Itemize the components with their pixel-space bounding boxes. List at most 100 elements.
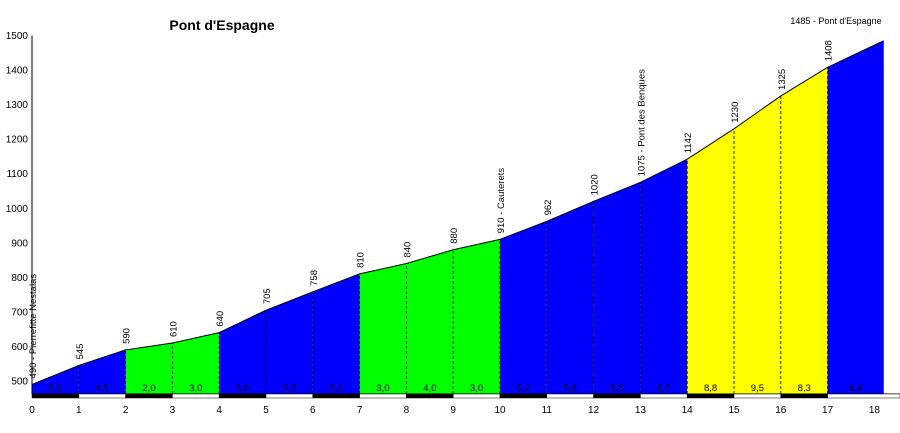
km-bar-block-17 [827, 393, 900, 399]
x-tick-0: 0 [29, 405, 35, 416]
segment-fill-16 [780, 67, 828, 394]
x-tick-11: 11 [542, 405, 553, 416]
km-bar-block-5 [265, 393, 314, 399]
km-bar-block-0 [31, 393, 80, 399]
x-tick-17: 17 [822, 405, 834, 416]
segment-fill-4 [219, 310, 266, 394]
x-tick-2: 2 [123, 405, 129, 416]
km-bar-block-1 [78, 393, 126, 399]
segment-fill-0 [32, 365, 79, 394]
km-bar-block-11 [546, 393, 594, 399]
kilometer-dividers [78, 67, 828, 394]
x-tick-6: 6 [310, 405, 316, 416]
segment-fill-3 [172, 332, 220, 394]
altitude-label-5: 705 [262, 288, 273, 304]
segment-fill-10 [500, 221, 547, 394]
km-bar-block-4 [218, 393, 267, 399]
y-tick-1500: 1500 [6, 31, 29, 42]
altitude-label-4: 640 [215, 311, 226, 327]
gradient-label-2: 2,0 [142, 383, 155, 394]
gradient-label-15: 9,5 [751, 383, 764, 394]
x-tick-12: 12 [588, 405, 600, 416]
segment-fill-14 [687, 128, 734, 394]
altitude-label-11: 962 [543, 200, 554, 216]
gradient-label-13: 6,7 [657, 383, 670, 394]
gradient-label-11: 5,8 [564, 383, 577, 394]
y-tick-1400: 1400 [6, 66, 29, 77]
altitude-label-13: 1075 - Pont des Benques [636, 69, 647, 176]
gradient-label-9: 3,0 [470, 383, 483, 394]
x-tick-4: 4 [216, 405, 222, 416]
segment-fill-13 [640, 159, 688, 394]
y-tick-800: 800 [11, 273, 28, 284]
gradient-label-14: 8,8 [704, 383, 717, 394]
x-tick-8: 8 [404, 405, 410, 416]
altitude-label-14: 1142 [683, 133, 694, 153]
km-bar-block-9 [452, 393, 501, 399]
gradient-label-17: 6,4 [849, 383, 862, 394]
gradient-label-7: 3,0 [376, 383, 389, 394]
chart-title: Pont d'Espagne [169, 17, 274, 33]
altitude-labels: 490 - Pierrefitte Nestalas 545 590 610 640 70… [28, 40, 835, 378]
y-tick-1300: 1300 [6, 100, 29, 111]
km-bar-block-15 [733, 393, 782, 399]
y-tick-900: 900 [11, 238, 28, 249]
x-tick-13: 13 [635, 405, 647, 416]
altitude-label-16: 1325 [777, 69, 788, 90]
km-bar-block-2 [125, 393, 173, 399]
x-tick-7: 7 [357, 405, 363, 416]
x-tick-10: 10 [494, 405, 506, 416]
km-bar-block-10 [499, 393, 548, 399]
altitude-label-8: 840 [402, 242, 413, 258]
gradient-label-10: 5,2 [517, 383, 530, 394]
segment-fill-12 [593, 182, 641, 394]
gradient-label-16: 8,3 [798, 383, 811, 394]
y-tick-labels: 500 600 700 800 900 1000 1100 1200 1300 1400 1500 [6, 31, 29, 388]
segment-fill-9 [453, 239, 500, 394]
km-bar-block-16 [780, 393, 828, 399]
segment-fill-17 [827, 40, 884, 395]
segment-fill-2 [125, 342, 173, 394]
x-tick-18: 18 [869, 405, 881, 416]
profile-segments [32, 40, 884, 395]
altitude-label-1: 545 [75, 344, 86, 360]
altitude-label-10: 910 - Cauterets [496, 168, 507, 234]
segment-fill-15 [734, 95, 781, 395]
x-tick-14: 14 [682, 405, 694, 416]
gradient-label-1: 4,5 [96, 383, 109, 394]
y-tick-1200: 1200 [6, 135, 29, 146]
gradient-label-6: 5,2 [330, 383, 343, 394]
gradient-label-5: 5,3 [283, 383, 296, 394]
altitude-label-2: 590 [122, 328, 133, 344]
km-bar-block-7 [359, 393, 407, 399]
kilometer-bar [31, 393, 900, 399]
segment-fill-8 [406, 249, 454, 394]
profile-outline [31, 40, 884, 385]
x-tick-9: 9 [450, 405, 456, 416]
altitude-label-3: 610 [168, 321, 179, 337]
y-tick-1100: 1100 [6, 169, 28, 180]
gradient-label-12: 5,5 [610, 383, 623, 394]
segment-fill-6 [312, 273, 360, 394]
km-bar-block-6 [312, 393, 360, 399]
altitude-label-15: 1230 [730, 102, 741, 123]
gradient-label-3: 3,0 [189, 383, 202, 394]
segment-fill-11 [546, 201, 594, 394]
x-tick-labels: 0 1 2 3 4 5 6 7 8 9 10 11 12 13 14 15 16 17 18 [29, 405, 880, 416]
x-tick-16: 16 [775, 405, 787, 416]
km-bar-block-8 [406, 393, 454, 399]
segment-fill-1 [78, 349, 126, 394]
y-tick-700: 700 [11, 307, 28, 318]
gradient-label-8: 4,0 [423, 383, 436, 394]
km-bar-block-12 [593, 393, 641, 399]
y-tick-500: 500 [11, 377, 28, 388]
y-tick-600: 600 [11, 342, 28, 353]
x-tick-5: 5 [263, 405, 269, 416]
altitude-label-12: 1020 [590, 174, 601, 195]
km-bar-block-13 [640, 393, 688, 399]
x-tick-3: 3 [170, 405, 176, 416]
altitude-label-7: 810 [356, 252, 367, 268]
segment-fill-7 [359, 263, 407, 394]
gradient-label-0: 5,5 [49, 383, 62, 394]
altitude-label-9: 880 [449, 228, 460, 244]
